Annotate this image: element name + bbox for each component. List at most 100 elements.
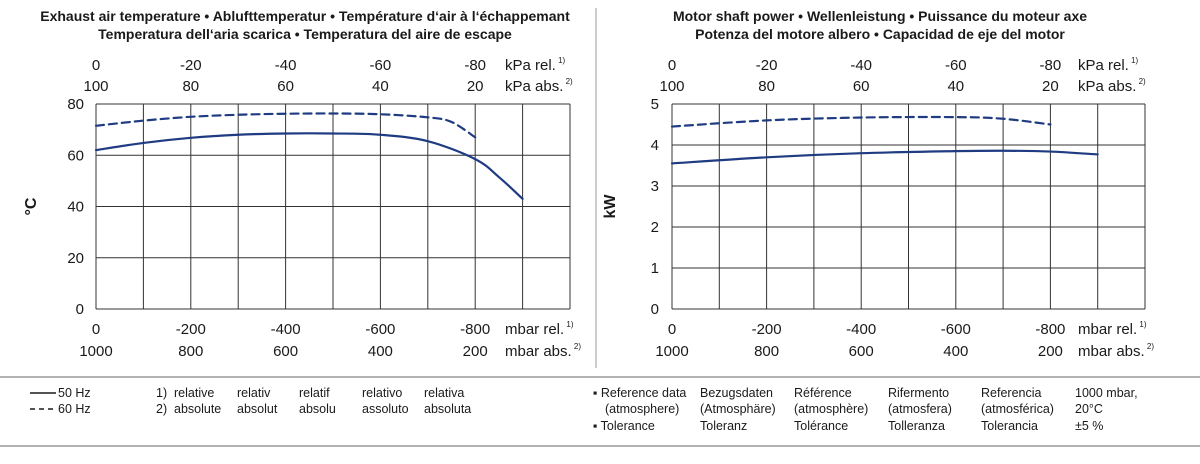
top-unit-abs: kPa abs. 2) [1078,77,1146,95]
chart-title-line2: Potenza del motore albero • Capacidad de… [695,26,1065,42]
reference-it-line2: (atmosfera) [888,402,952,416]
top-tick-label-rel: -60 [945,57,967,74]
y-tick-label: 0 [651,301,659,318]
series-line-60hz [94,112,477,139]
y-tick-label: 4 [651,137,659,154]
note-relative-de: relativ [237,386,271,400]
x-tick-label-rel: -400 [271,321,301,338]
footnotes: 1) 2) relative relativ relatif relativo … [156,386,471,416]
top-tick-label-abs: 100 [659,78,684,95]
note-2-marker: 2) [156,402,167,416]
x-tick-label-abs: 800 [178,343,203,360]
x-tick-label-rel: 0 [92,321,100,338]
x-tick-label-abs: 800 [754,343,779,360]
legend-60hz-label: 60 Hz [58,402,91,416]
reference-data-label: ▪ Reference data [593,386,686,400]
x-tick-label-rel: -200 [176,321,206,338]
x-tick-label-rel: -200 [752,321,782,338]
tolerance-it: Tolleranza [888,419,945,433]
tolerance-fr: Tolérance [794,419,848,433]
top-tick-label-abs: 80 [182,78,199,95]
top-tick-label-abs: 100 [83,78,108,95]
reference-de-line2: (Atmosphäre) [700,402,776,416]
x-tick-label-abs: 1000 [655,343,688,360]
x-tick-label-rel: -800 [460,321,490,338]
note-absolute-en: absolute [174,402,221,416]
top-tick-label-abs: 20 [467,78,484,95]
y-tick-label: 20 [67,250,84,267]
x-tick-label-abs: 200 [463,343,488,360]
line-style-legend: 50 Hz 60 Hz [30,386,91,416]
x-tick-label-rel: 0 [668,321,676,338]
tolerance-label: ▪ Tolerance [593,419,655,433]
legend-50hz-label: 50 Hz [58,386,91,400]
x-tick-label-abs: 1000 [79,343,112,360]
note-relative-it: relativo [362,386,402,400]
exhaust-air-temperature-chart: Exhaust air temperature • Ablufttemperat… [23,8,581,360]
x-tick-label-rel: -400 [846,321,876,338]
top-tick-label-rel: -80 [1040,57,1062,74]
chart-title-line2: Temperatura dell‘aria scarica • Temperat… [98,26,512,42]
chart-title-line1: Motor shaft power • Wellenleistung • Pui… [673,8,1087,24]
top-unit-rel: kPa rel. 1) [505,56,566,74]
bottom-unit-abs: mbar abs. 2) [505,342,581,360]
top-unit-rel: kPa rel. 1) [1078,56,1139,74]
reference-es-line1: Referencia [981,386,1041,400]
top-tick-label-rel: -40 [850,57,872,74]
x-tick-label-rel: -600 [365,321,395,338]
top-tick-label-abs: 60 [277,78,294,95]
note-absolute-fr: absolu [299,402,336,416]
reference-value-pressure: 1000 mbar, [1075,386,1138,400]
top-tick-label-abs: 40 [372,78,389,95]
top-tick-label-rel: -20 [756,57,778,74]
top-tick-label-abs: 20 [1042,78,1059,95]
top-unit-abs: kPa abs. 2) [505,77,573,95]
series-line-50hz [94,132,524,200]
reference-fr-line2: (atmosphère) [794,402,868,416]
top-tick-label-rel: -40 [275,57,297,74]
reference-data-sub: (atmosphere) [605,402,679,416]
x-tick-label-abs: 600 [849,343,874,360]
bottom-unit-rel: mbar rel. 1) [1078,320,1147,338]
tolerance-value: ±5 % [1075,419,1103,433]
y-tick-label: 5 [651,96,659,113]
top-tick-label-abs: 80 [758,78,775,95]
note-absolute-es: absoluta [424,402,471,416]
motor-shaft-power-chart: Motor shaft power • Wellenleistung • Pui… [602,8,1154,360]
y-axis-label: kW [602,194,619,219]
series-line-60hz [670,115,1052,128]
y-tick-label: 80 [67,96,84,113]
x-tick-label-rel: -600 [941,321,971,338]
reference-de-line1: Bezugsdaten [700,386,773,400]
x-tick-label-abs: 200 [1038,343,1063,360]
note-relative-es: relativa [424,386,464,400]
bottom-unit-abs: mbar abs. 2) [1078,342,1154,360]
reference-data: ▪ Reference data (atmosphere) ▪ Toleranc… [593,386,1138,433]
series-line-50hz [670,149,1099,165]
note-absolute-de: absolut [237,402,278,416]
top-tick-label-rel: 0 [668,57,676,74]
top-tick-label-abs: 40 [947,78,964,95]
y-tick-label: 0 [76,301,84,318]
y-tick-label: 3 [651,178,659,195]
tolerance-es: Tolerancia [981,419,1038,433]
y-tick-label: 60 [67,147,84,164]
tolerance-de: Toleranz [700,419,747,433]
chart-title-line1: Exhaust air temperature • Ablufttemperat… [40,8,570,24]
y-tick-label: 40 [67,199,84,216]
reference-es-line2: (atmosférica) [981,402,1054,416]
top-tick-label-rel: -80 [464,57,486,74]
note-relative-en: relative [174,386,214,400]
reference-value-temperature: 20°C [1075,402,1103,416]
note-relative-fr: relatif [299,386,330,400]
x-tick-label-abs: 400 [943,343,968,360]
top-tick-label-rel: -60 [370,57,392,74]
top-tick-label-abs: 60 [853,78,870,95]
note-1-marker: 1) [156,386,167,400]
x-tick-label-abs: 600 [273,343,298,360]
y-axis-label: °C [23,197,40,215]
x-tick-label-rel: -800 [1035,321,1065,338]
reference-fr-line1: Référence [794,386,852,400]
y-tick-label: 1 [651,260,659,277]
